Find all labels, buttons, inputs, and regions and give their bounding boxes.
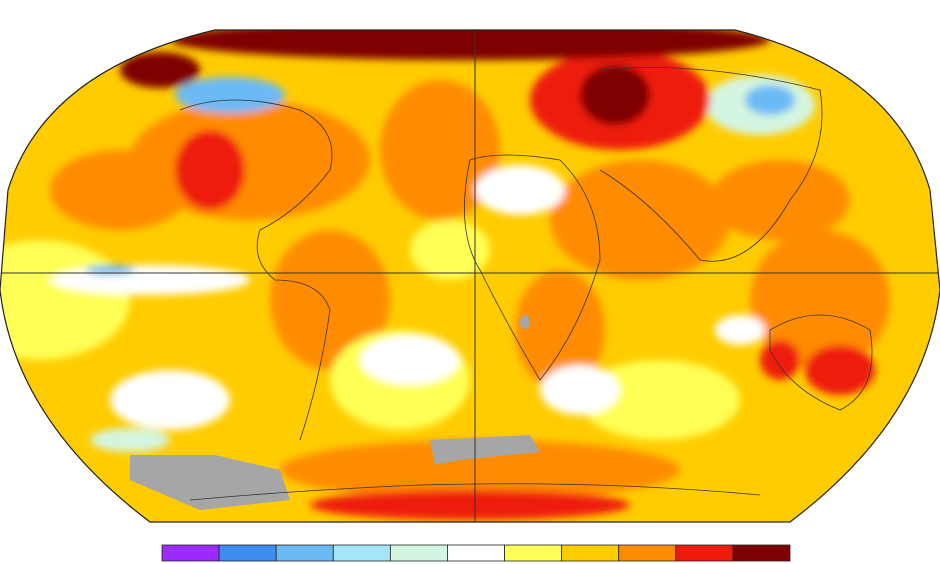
colorbar-swatch <box>332 544 391 562</box>
colorbar-swatch <box>561 544 620 562</box>
colorbar-swatch <box>218 544 277 562</box>
colorbar <box>161 544 791 562</box>
map-outline <box>0 29 940 523</box>
colorbar-swatch <box>389 544 448 562</box>
colorbar-swatch <box>275 544 334 562</box>
colorbar-swatch <box>675 544 734 562</box>
colorbar-swatch <box>618 544 677 562</box>
colorbar-swatch <box>732 544 791 562</box>
colorbar-swatch <box>504 544 563 562</box>
colorbar-swatch <box>161 544 220 562</box>
colorbar-swatch <box>447 544 505 562</box>
